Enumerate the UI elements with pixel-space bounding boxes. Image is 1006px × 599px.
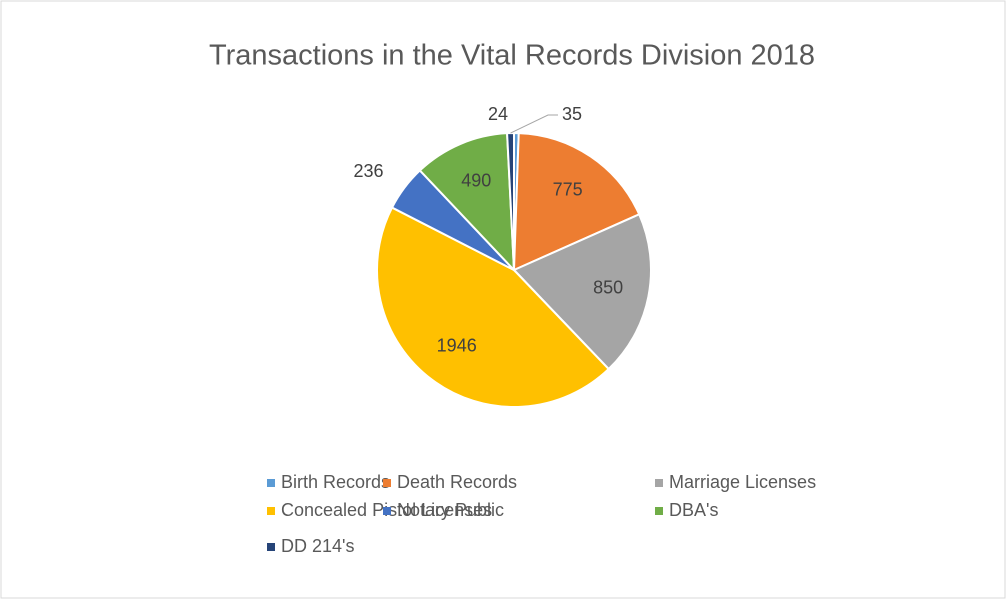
legend-swatch — [267, 543, 275, 551]
legend-label: Birth Records — [281, 472, 390, 492]
data-label: 850 — [593, 277, 623, 297]
data-label: 1946 — [437, 336, 477, 356]
legend-label: DBA's — [669, 500, 718, 520]
legend-swatch — [267, 479, 275, 487]
chart-title: Transactions in the Vital Records Divisi… — [209, 40, 815, 72]
legend-label: DD 214's — [281, 536, 354, 556]
data-label: 490 — [461, 171, 491, 191]
data-label: 24 — [488, 104, 508, 124]
legend-label: Death Records — [397, 472, 517, 492]
legend-swatch — [655, 507, 663, 515]
legend-label: Marriage Licenses — [669, 472, 816, 492]
data-label: 35 — [562, 104, 582, 124]
pie-slice — [512, 132, 641, 272]
legend-swatch — [655, 479, 663, 487]
pie-slice — [512, 213, 652, 371]
legend-swatch — [383, 479, 391, 487]
legend-swatch — [267, 507, 275, 515]
leader-line — [510, 114, 558, 134]
data-label: 775 — [553, 179, 583, 199]
pie-slice — [376, 206, 611, 408]
legend-swatch — [383, 507, 391, 515]
legend-label: Notary Public — [397, 500, 504, 520]
pie-slice — [418, 132, 516, 273]
data-label: 236 — [354, 161, 384, 181]
